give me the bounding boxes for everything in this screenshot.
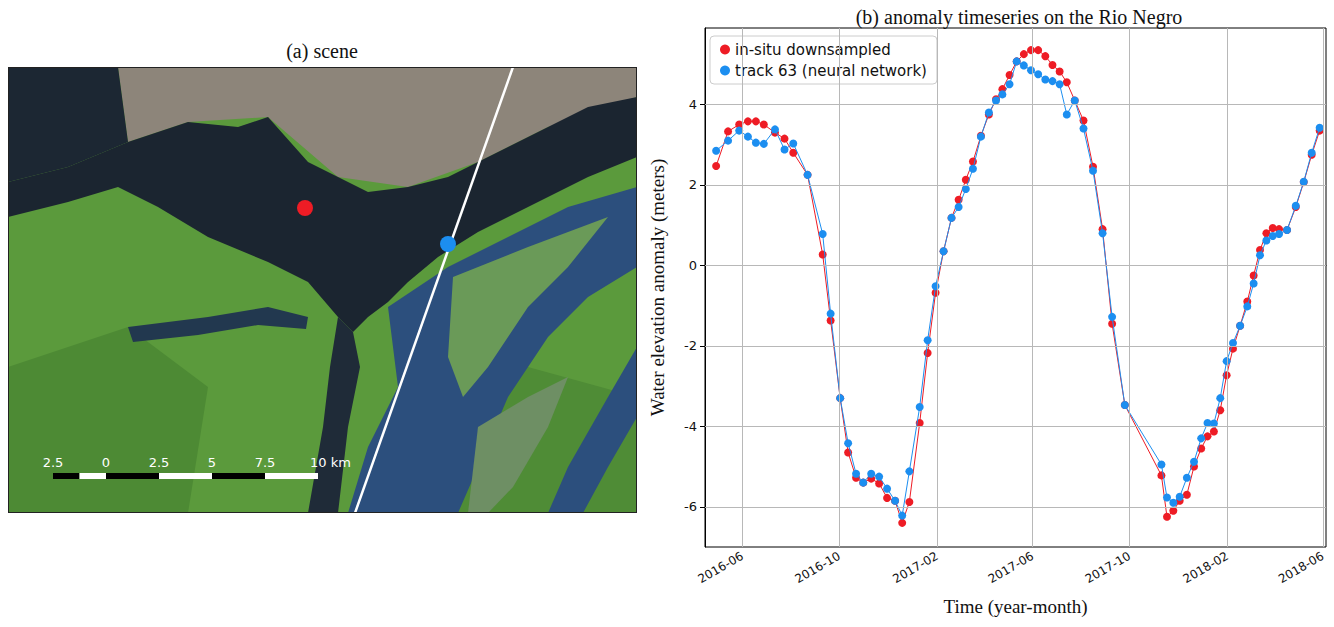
svg-text:track 63 (neural network): track 63 (neural network) xyxy=(735,62,927,80)
svg-text:-4: -4 xyxy=(684,419,697,434)
svg-text:in-situ downsampled: in-situ downsampled xyxy=(735,41,891,59)
svg-text:2017-10: 2017-10 xyxy=(1083,549,1133,586)
svg-text:2.5: 2.5 xyxy=(43,455,64,470)
svg-text:(a) scene: (a) scene xyxy=(286,40,358,63)
svg-text:10 km: 10 km xyxy=(310,455,351,470)
svg-text:2018-02: 2018-02 xyxy=(1181,549,1231,586)
svg-text:0: 0 xyxy=(689,258,697,273)
svg-text:2017-06: 2017-06 xyxy=(986,549,1036,586)
svg-text:-2: -2 xyxy=(684,338,697,353)
svg-text:2016-06: 2016-06 xyxy=(696,549,746,586)
svg-text:2016-10: 2016-10 xyxy=(793,549,843,586)
svg-text:2017-02: 2017-02 xyxy=(890,549,940,586)
svg-text:Time (year-month): Time (year-month) xyxy=(943,596,1087,618)
svg-text:Water elevation anomaly (meter: Water elevation anomaly (meters) xyxy=(647,159,669,417)
svg-text:5: 5 xyxy=(208,455,216,470)
svg-text:2: 2 xyxy=(689,177,697,192)
svg-text:4: 4 xyxy=(689,97,697,112)
svg-text:0: 0 xyxy=(102,455,110,470)
svg-text:2.5: 2.5 xyxy=(149,455,170,470)
svg-text:7.5: 7.5 xyxy=(255,455,276,470)
svg-text:2018-06: 2018-06 xyxy=(1276,549,1326,586)
svg-text:(b) anomaly timeseries on the: (b) anomaly timeseries on the Rio Negro xyxy=(856,6,1183,29)
svg-text:-6: -6 xyxy=(684,499,697,514)
